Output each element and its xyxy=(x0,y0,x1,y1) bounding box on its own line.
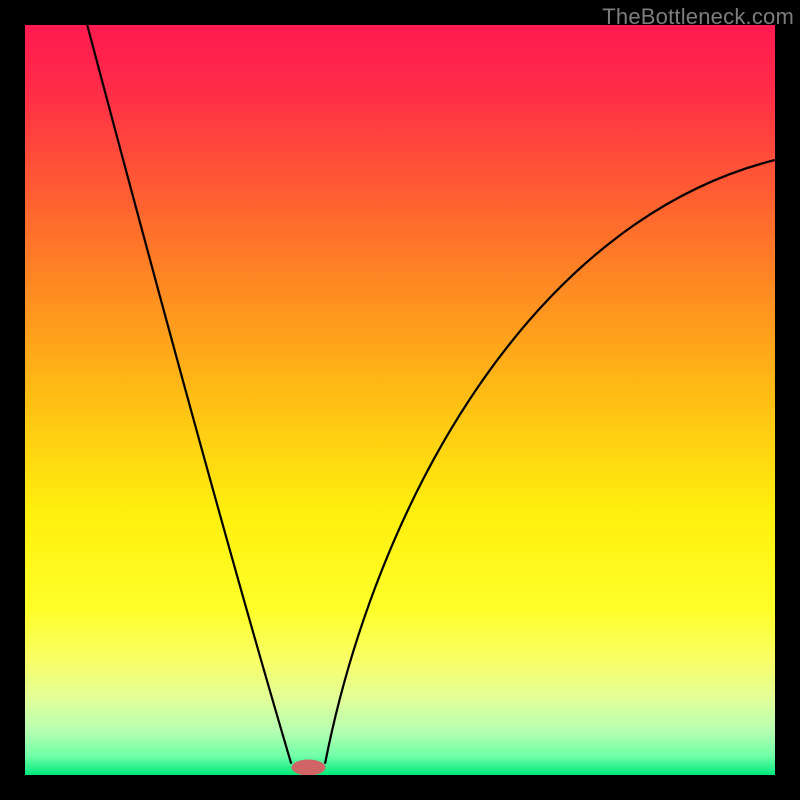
chart-root: TheBottleneck.com xyxy=(0,0,800,800)
watermark-text: TheBottleneck.com xyxy=(602,4,794,30)
gradient-plot xyxy=(0,0,800,800)
bottom-marker xyxy=(292,760,326,776)
gradient-background xyxy=(25,25,775,775)
